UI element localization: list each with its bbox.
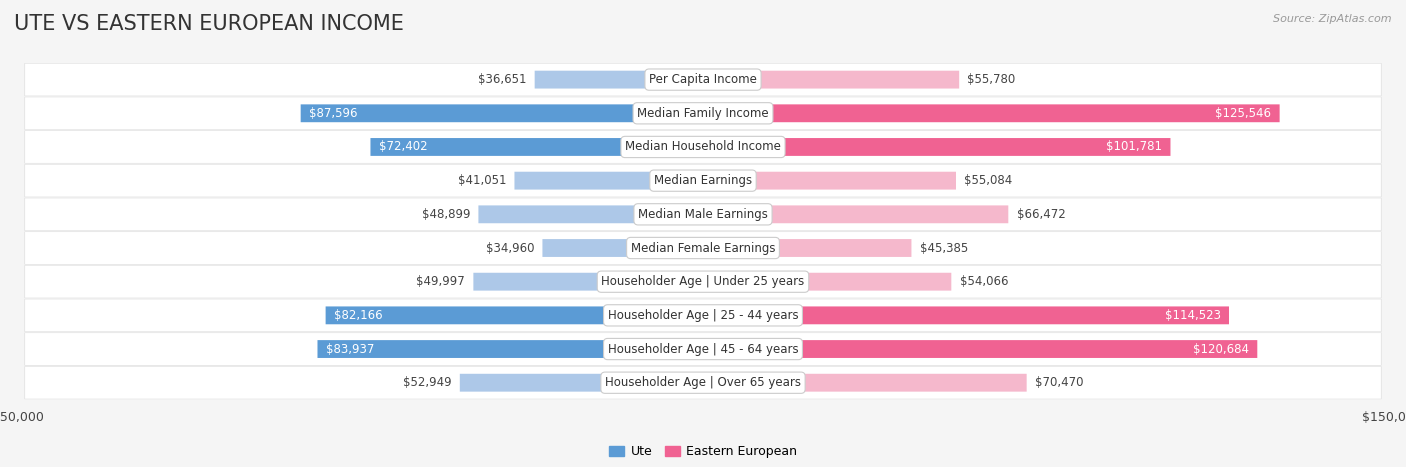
FancyBboxPatch shape bbox=[703, 71, 959, 89]
Text: $101,781: $101,781 bbox=[1107, 141, 1163, 154]
Text: Per Capita Income: Per Capita Income bbox=[650, 73, 756, 86]
Text: $125,546: $125,546 bbox=[1215, 107, 1271, 120]
FancyBboxPatch shape bbox=[24, 164, 1382, 197]
FancyBboxPatch shape bbox=[370, 138, 703, 156]
FancyBboxPatch shape bbox=[24, 299, 1382, 332]
FancyBboxPatch shape bbox=[25, 64, 1381, 96]
FancyBboxPatch shape bbox=[534, 71, 703, 89]
Text: $36,651: $36,651 bbox=[478, 73, 526, 86]
FancyBboxPatch shape bbox=[24, 198, 1382, 231]
FancyBboxPatch shape bbox=[25, 367, 1381, 399]
FancyBboxPatch shape bbox=[25, 97, 1381, 129]
Text: $66,472: $66,472 bbox=[1017, 208, 1066, 221]
FancyBboxPatch shape bbox=[474, 273, 703, 290]
Text: $83,937: $83,937 bbox=[326, 342, 374, 355]
FancyBboxPatch shape bbox=[24, 63, 1382, 96]
Text: $34,960: $34,960 bbox=[485, 241, 534, 255]
FancyBboxPatch shape bbox=[25, 232, 1381, 264]
FancyBboxPatch shape bbox=[703, 239, 911, 257]
FancyBboxPatch shape bbox=[25, 165, 1381, 197]
FancyBboxPatch shape bbox=[24, 97, 1382, 130]
Text: $55,084: $55,084 bbox=[965, 174, 1012, 187]
FancyBboxPatch shape bbox=[703, 374, 1026, 392]
FancyBboxPatch shape bbox=[24, 366, 1382, 399]
FancyBboxPatch shape bbox=[25, 299, 1381, 332]
Text: $48,899: $48,899 bbox=[422, 208, 470, 221]
FancyBboxPatch shape bbox=[326, 306, 703, 324]
Text: $45,385: $45,385 bbox=[920, 241, 967, 255]
Text: Median Male Earnings: Median Male Earnings bbox=[638, 208, 768, 221]
Text: $120,684: $120,684 bbox=[1194, 342, 1249, 355]
Text: $114,523: $114,523 bbox=[1164, 309, 1220, 322]
FancyBboxPatch shape bbox=[703, 205, 1008, 223]
FancyBboxPatch shape bbox=[25, 131, 1381, 163]
FancyBboxPatch shape bbox=[703, 138, 1170, 156]
FancyBboxPatch shape bbox=[460, 374, 703, 392]
Text: $87,596: $87,596 bbox=[309, 107, 357, 120]
Text: Source: ZipAtlas.com: Source: ZipAtlas.com bbox=[1274, 14, 1392, 24]
FancyBboxPatch shape bbox=[24, 232, 1382, 264]
FancyBboxPatch shape bbox=[25, 266, 1381, 297]
FancyBboxPatch shape bbox=[318, 340, 703, 358]
FancyBboxPatch shape bbox=[25, 198, 1381, 230]
Text: UTE VS EASTERN EUROPEAN INCOME: UTE VS EASTERN EUROPEAN INCOME bbox=[14, 14, 404, 34]
FancyBboxPatch shape bbox=[24, 333, 1382, 366]
Text: Householder Age | Under 25 years: Householder Age | Under 25 years bbox=[602, 275, 804, 288]
Text: Median Family Income: Median Family Income bbox=[637, 107, 769, 120]
Text: $54,066: $54,066 bbox=[959, 275, 1008, 288]
FancyBboxPatch shape bbox=[24, 130, 1382, 163]
FancyBboxPatch shape bbox=[24, 265, 1382, 298]
FancyBboxPatch shape bbox=[703, 273, 952, 290]
Text: $70,470: $70,470 bbox=[1035, 376, 1084, 389]
Text: Median Earnings: Median Earnings bbox=[654, 174, 752, 187]
FancyBboxPatch shape bbox=[301, 104, 703, 122]
Text: Median Household Income: Median Household Income bbox=[626, 141, 780, 154]
Text: Householder Age | 45 - 64 years: Householder Age | 45 - 64 years bbox=[607, 342, 799, 355]
Text: $41,051: $41,051 bbox=[458, 174, 506, 187]
FancyBboxPatch shape bbox=[25, 333, 1381, 365]
Legend: Ute, Eastern European: Ute, Eastern European bbox=[605, 440, 801, 463]
Text: Householder Age | 25 - 44 years: Householder Age | 25 - 44 years bbox=[607, 309, 799, 322]
Text: Median Female Earnings: Median Female Earnings bbox=[631, 241, 775, 255]
Text: $49,997: $49,997 bbox=[416, 275, 465, 288]
Text: $72,402: $72,402 bbox=[378, 141, 427, 154]
FancyBboxPatch shape bbox=[478, 205, 703, 223]
Text: $55,780: $55,780 bbox=[967, 73, 1015, 86]
Text: $52,949: $52,949 bbox=[404, 376, 451, 389]
FancyBboxPatch shape bbox=[703, 104, 1279, 122]
Text: $82,166: $82,166 bbox=[333, 309, 382, 322]
FancyBboxPatch shape bbox=[703, 340, 1257, 358]
Text: Householder Age | Over 65 years: Householder Age | Over 65 years bbox=[605, 376, 801, 389]
FancyBboxPatch shape bbox=[703, 172, 956, 190]
FancyBboxPatch shape bbox=[703, 306, 1229, 324]
FancyBboxPatch shape bbox=[543, 239, 703, 257]
FancyBboxPatch shape bbox=[515, 172, 703, 190]
